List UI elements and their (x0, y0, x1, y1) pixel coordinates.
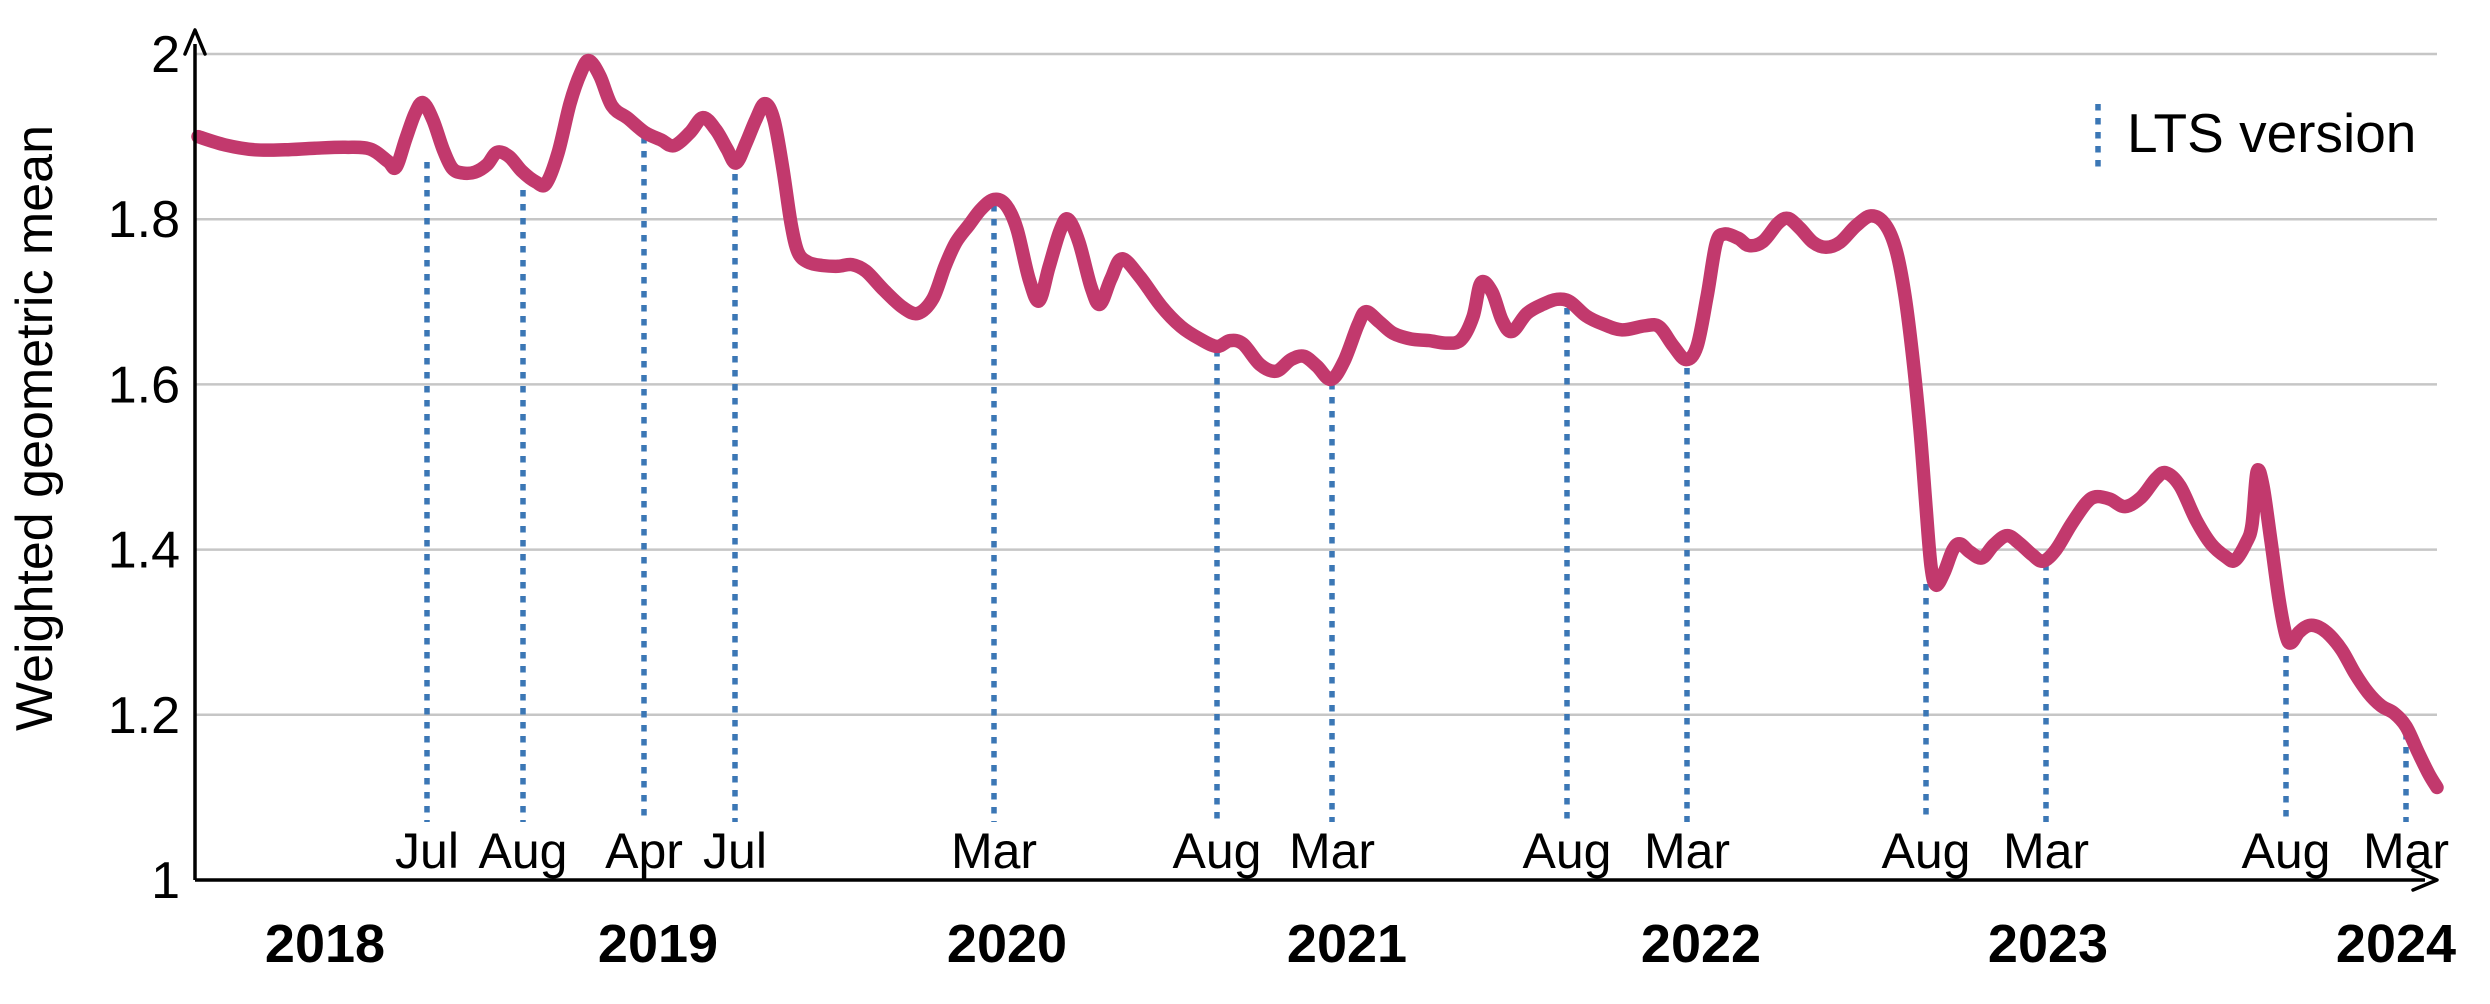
lts-month-label: Mar (1644, 823, 1730, 879)
year-tick-label: 2018 (265, 914, 385, 974)
lts-month-label: Mar (2003, 823, 2089, 879)
y-tick-label: 1 (151, 852, 180, 910)
y-tick-label: 1.6 (108, 356, 180, 414)
y-tick-label: 1.2 (108, 687, 180, 745)
x-axis-arrow-icon (2411, 868, 2439, 892)
year-tick-label: 2020 (947, 914, 1067, 974)
lts-month-label: Mar (1289, 823, 1375, 879)
legend: LTS version (2095, 102, 2416, 168)
lts-month-label: Mar (951, 823, 1037, 879)
y-axis-arrow-icon (183, 28, 207, 56)
y-tick-label: 2 (151, 26, 180, 84)
gridlines (195, 52, 2437, 717)
weighted-geometric-mean-curve (191, 53, 2444, 795)
y-tick-labels: 2 1.8 1.6 1.4 1.2 1 (108, 26, 180, 910)
lts-marker-lines (424, 137, 2409, 822)
lts-month-label: Aug (2242, 823, 2331, 879)
lts-month-label: Aug (1173, 823, 1262, 879)
year-tick-labels: 2018 2019 2020 2021 2022 2023 2024 (265, 914, 2456, 974)
lts-month-label: Jul (395, 823, 459, 879)
lts-month-label: Jul (703, 823, 767, 879)
lts-month-label: Mar (2363, 823, 2449, 879)
y-tick-label: 1.4 (108, 522, 180, 580)
year-tick-label: 2023 (1988, 914, 2108, 974)
legend-label: LTS version (2127, 102, 2416, 164)
lts-month-label: Aug (479, 823, 568, 879)
y-axis-title: Weighted geometric mean (6, 125, 64, 731)
y-tick-label: 1.8 (108, 191, 180, 249)
data-curve (191, 53, 2444, 795)
axes (183, 28, 2439, 892)
lts-month-label: Aug (1882, 823, 1971, 879)
year-tick-label: 2019 (598, 914, 718, 974)
lts-month-label: Aug (1523, 823, 1612, 879)
year-tick-label: 2021 (1287, 914, 1407, 974)
lts-month-label: Apr (605, 823, 683, 879)
lts-month-labels: Jul Aug Apr Jul Mar Aug Mar Aug Mar Aug Mar Aug Mar (395, 823, 2449, 879)
year-tick-label: 2022 (1641, 914, 1761, 974)
year-tick-label: 2024 (2336, 914, 2456, 974)
